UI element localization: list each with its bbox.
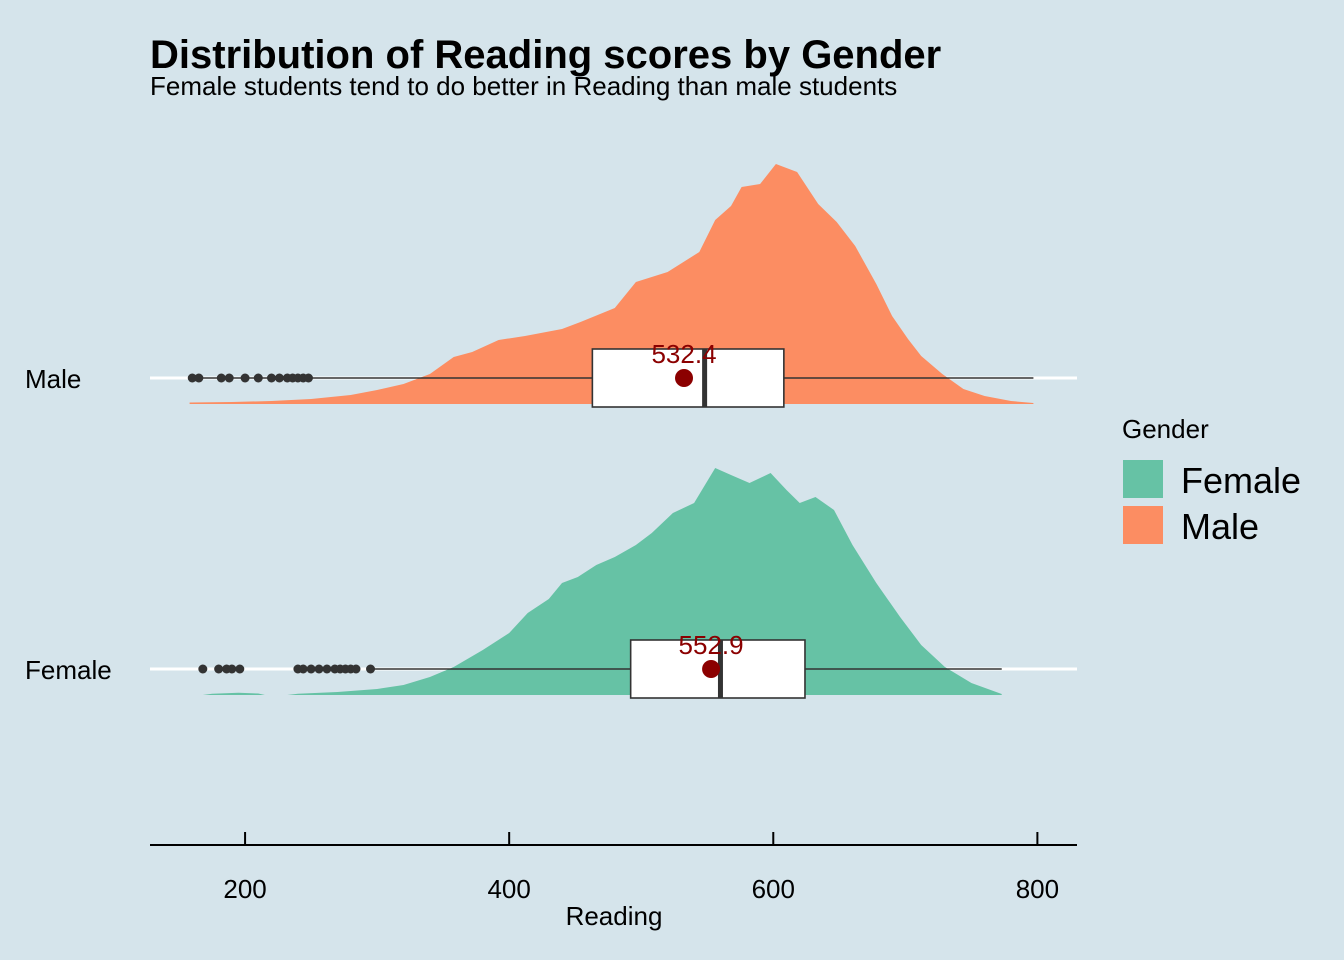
outlier-male-4 xyxy=(240,373,250,383)
outlier-female-15 xyxy=(366,664,376,674)
outlier-male-2 xyxy=(216,373,226,383)
outlier-female-1 xyxy=(214,664,224,674)
y-tick-label-female: Female xyxy=(25,655,112,685)
outlier-male-7 xyxy=(274,373,284,383)
x-axis-label: Reading xyxy=(566,901,663,931)
outlier-female-8 xyxy=(314,664,324,674)
outlier-male-6 xyxy=(266,373,276,383)
chart-title: Distribution of Reading scores by Gender xyxy=(150,33,941,77)
mean-label-female: 552.9 xyxy=(679,630,744,660)
plot-area: 532.4 552.9 Male Female xyxy=(25,164,1077,699)
x-tick-label-600: 600 xyxy=(752,874,795,904)
x-axis: 200 400 600 800 xyxy=(150,832,1077,904)
mean-point-male xyxy=(675,369,694,387)
legend-swatch-female xyxy=(1123,460,1163,498)
mean-point-female xyxy=(702,660,721,678)
x-tick-label-400: 400 xyxy=(487,874,530,904)
x-tick-label-200: 200 xyxy=(223,874,266,904)
legend-swatch-male xyxy=(1123,506,1163,544)
outlier-male-12 xyxy=(303,373,313,383)
outlier-female-9 xyxy=(322,664,332,674)
chart-subtitle: Female students tend to do better in Rea… xyxy=(150,71,897,101)
outlier-female-6 xyxy=(298,664,308,674)
mean-label-male: 532.4 xyxy=(651,339,716,369)
x-tick-label-800: 800 xyxy=(1016,874,1059,904)
outlier-male-3 xyxy=(224,373,234,383)
density-female xyxy=(202,468,1002,695)
legend-label-male: Male xyxy=(1181,506,1259,547)
outlier-female-3 xyxy=(227,664,237,674)
outlier-female-4 xyxy=(235,664,245,674)
outlier-male-5 xyxy=(253,373,263,383)
outlier-female-7 xyxy=(306,664,316,674)
outlier-female-0 xyxy=(198,664,208,674)
outlier-male-1 xyxy=(194,373,204,383)
y-tick-label-male: Male xyxy=(25,364,81,394)
legend-title: Gender xyxy=(1122,414,1209,444)
outlier-male-0 xyxy=(187,373,197,383)
legend-label-female: Female xyxy=(1181,460,1301,501)
legend: Gender Female Male xyxy=(1122,414,1301,547)
outlier-female-14 xyxy=(351,664,361,674)
density-male xyxy=(189,164,1034,404)
